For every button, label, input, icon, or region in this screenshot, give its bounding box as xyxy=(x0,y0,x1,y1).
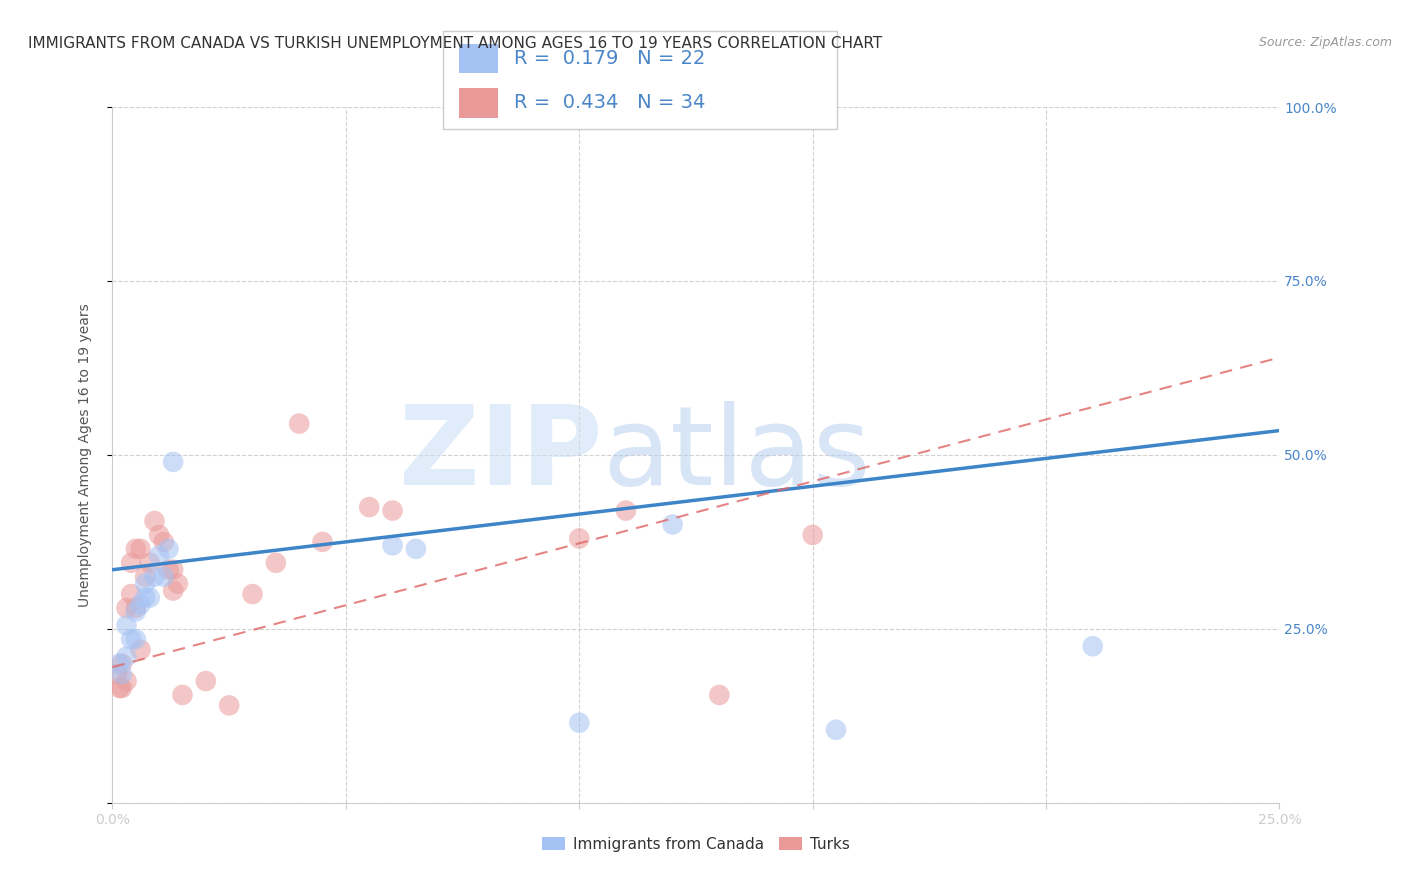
Point xyxy=(825,723,848,737)
Point xyxy=(172,688,194,702)
Point xyxy=(125,605,148,619)
Text: atlas: atlas xyxy=(603,401,872,508)
Point xyxy=(129,642,152,657)
Point xyxy=(153,570,176,584)
Point xyxy=(125,601,148,615)
Point xyxy=(134,576,156,591)
Point xyxy=(162,563,184,577)
Point xyxy=(157,541,180,556)
Point xyxy=(381,538,404,552)
Point xyxy=(194,674,217,689)
FancyBboxPatch shape xyxy=(458,44,498,73)
Point xyxy=(139,591,162,605)
Text: R =  0.434   N = 34: R = 0.434 N = 34 xyxy=(513,94,706,112)
Point xyxy=(162,583,184,598)
Point xyxy=(568,715,591,730)
FancyBboxPatch shape xyxy=(458,88,498,118)
Text: IMMIGRANTS FROM CANADA VS TURKISH UNEMPLOYMENT AMONG AGES 16 TO 19 YEARS CORRELA: IMMIGRANTS FROM CANADA VS TURKISH UNEMPL… xyxy=(28,36,883,51)
Point xyxy=(111,667,134,681)
Point xyxy=(218,698,240,713)
Point xyxy=(405,541,427,556)
Point xyxy=(134,591,156,605)
Point xyxy=(129,541,152,556)
Point xyxy=(359,500,381,514)
Point xyxy=(120,587,142,601)
Point xyxy=(108,657,131,671)
Text: Source: ZipAtlas.com: Source: ZipAtlas.com xyxy=(1258,36,1392,49)
Legend: Immigrants from Canada, Turks: Immigrants from Canada, Turks xyxy=(536,830,856,858)
Point xyxy=(264,556,287,570)
Point xyxy=(143,570,166,584)
Point xyxy=(111,681,134,695)
Point xyxy=(709,688,731,702)
Point xyxy=(105,667,128,681)
Point xyxy=(614,503,637,517)
Point xyxy=(153,534,176,549)
Point xyxy=(288,417,311,431)
Point xyxy=(157,563,180,577)
Point xyxy=(801,528,824,542)
Point xyxy=(242,587,264,601)
Text: ZIP: ZIP xyxy=(399,401,603,508)
Point xyxy=(139,556,162,570)
FancyBboxPatch shape xyxy=(443,31,837,129)
Point xyxy=(148,549,170,563)
Point xyxy=(125,632,148,647)
Point xyxy=(120,556,142,570)
Point xyxy=(108,681,131,695)
Point xyxy=(120,632,142,647)
Point xyxy=(115,618,138,632)
Point xyxy=(661,517,683,532)
Point xyxy=(125,541,148,556)
Point xyxy=(166,576,188,591)
Text: R =  0.179   N = 22: R = 0.179 N = 22 xyxy=(513,49,706,68)
Y-axis label: Unemployment Among Ages 16 to 19 years: Unemployment Among Ages 16 to 19 years xyxy=(77,303,91,607)
Point xyxy=(143,514,166,528)
Point xyxy=(148,528,170,542)
Point xyxy=(115,649,138,664)
Point xyxy=(162,455,184,469)
Point xyxy=(311,534,333,549)
Point xyxy=(115,601,138,615)
Point xyxy=(111,657,134,671)
Point xyxy=(129,598,152,612)
Point xyxy=(1081,639,1104,653)
Point xyxy=(568,532,591,546)
Point xyxy=(381,503,404,517)
Point xyxy=(134,570,156,584)
Point xyxy=(115,674,138,689)
